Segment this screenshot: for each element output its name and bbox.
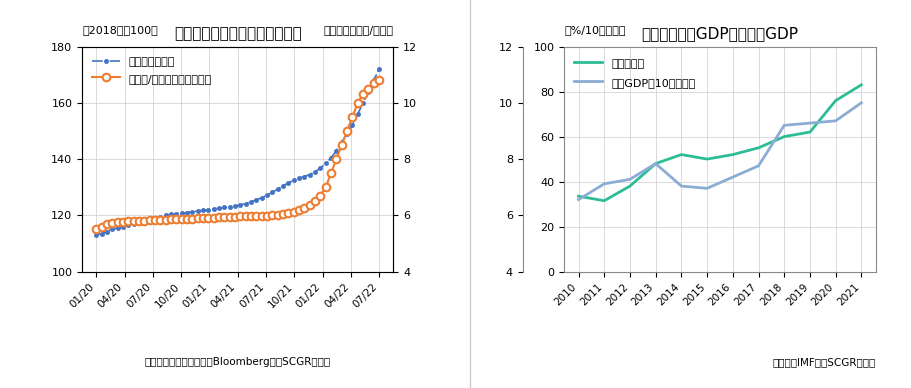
Title: セディと消費者物価指数の推移: セディと消費者物価指数の推移 xyxy=(174,26,302,41)
Text: （%/10億ドル）: （%/10億ドル） xyxy=(564,25,625,35)
Text: （出所：IMFよりSCGR作成）: （出所：IMFよりSCGR作成） xyxy=(772,357,875,367)
Legend: 政府総債務, 名目GDP（10億ドル）: 政府総債務, 名目GDP（10億ドル） xyxy=(569,52,699,94)
Text: （2018年＝100）: （2018年＝100） xyxy=(82,25,158,35)
Text: （ガーナセディ/ドル）: （ガーナセディ/ドル） xyxy=(322,25,393,35)
Text: （出所：ガーナ統計局、BloombergよりSCGR作成）: （出所：ガーナ統計局、BloombergよりSCGR作成） xyxy=(145,357,331,367)
Title: 政府総債務対GDP比と名目GDP: 政府総債務対GDP比と名目GDP xyxy=(640,26,797,41)
Legend: 消費者物価指数, 米ドル/ガーナセディ（右）: 消費者物価指数, 米ドル/ガーナセディ（右） xyxy=(87,52,216,88)
